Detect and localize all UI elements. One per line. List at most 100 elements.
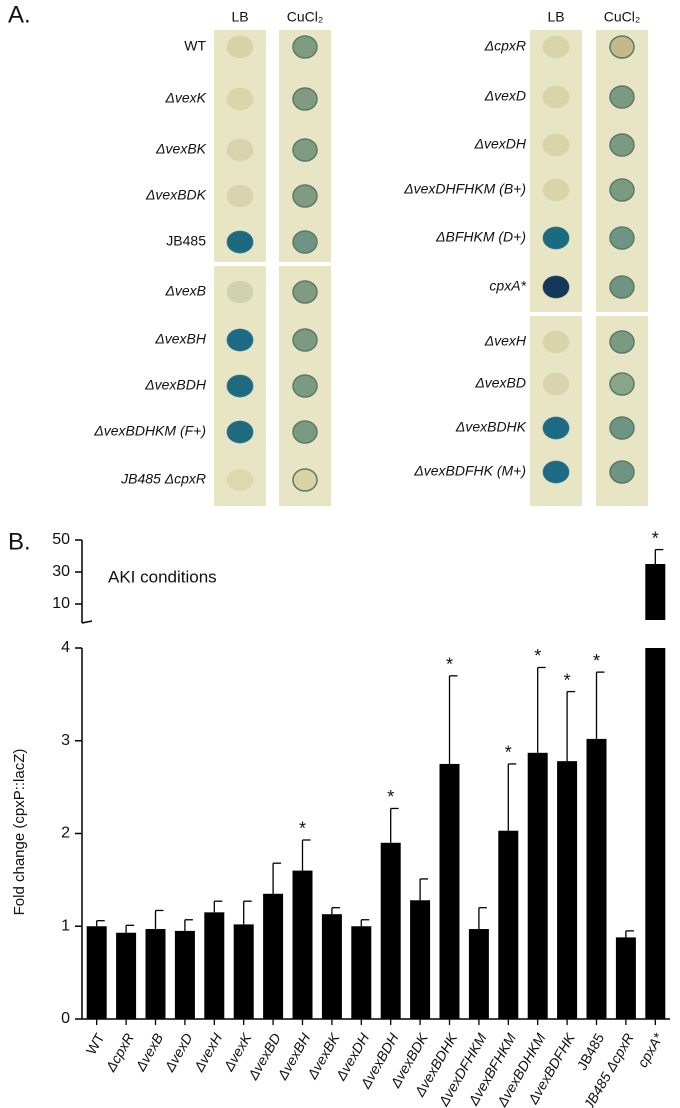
strain-label: ΔvexD [484,88,526,104]
bar [86,926,107,1019]
strain-label: ΔvexBDK [145,187,207,203]
strain-label: ΔvexH [484,333,527,349]
annotation: AKI conditions [108,567,217,586]
x-tick-label: cpxA* [634,1030,666,1070]
x-tick-label: ΔvexD [161,1030,196,1075]
colony [542,416,570,440]
colony [542,460,570,484]
colony [609,226,635,250]
colony [542,178,570,202]
colony [292,328,318,352]
strain-label: ΔvexK [164,90,206,106]
bar [145,929,166,1019]
strain-label: ΔvexDH [474,136,527,152]
strain-label: ΔvexDHFHKM (B+) [403,181,526,197]
y-tick-label: 30 [52,563,70,580]
colony [609,372,635,396]
colony [542,226,570,250]
bar [557,761,578,1019]
strain-label: ΔvexBDFHK (M+) [413,463,526,479]
bar [527,752,548,1019]
y-tick-label: 0 [61,1010,70,1027]
bar [586,738,607,1019]
strain-label: JB485 ΔcpxR [120,471,206,487]
strain-label: ΔvexBDHKM (F+) [93,423,206,439]
colony [542,372,570,396]
strain-label: ΔvexBDHK [455,419,527,435]
x-tick-label: ΔcpxR [102,1030,137,1075]
bar [233,924,254,1019]
strain-label: ΔvexBK [155,141,207,157]
bar [204,912,225,1019]
significance: * [505,743,512,763]
colony [609,460,635,484]
colony [609,133,635,157]
colony [292,420,318,444]
bar [292,870,313,1019]
x-tick-label: ΔvexH [190,1030,225,1075]
bar [116,932,137,1019]
strain-label: ΔvexB [164,283,206,299]
significance: * [534,646,541,666]
bar [439,763,460,1019]
y-tick-label: 1 [61,917,70,934]
colony [292,138,318,162]
bar [174,930,195,1019]
column-header: LB [547,9,564,25]
strain-label: WT [184,38,206,54]
bar [615,937,636,1019]
y-tick-label: 50 [52,531,70,548]
y-axis-label: Fold change (cpxP::lacZ) [11,749,28,916]
column-header: CuCl₂ [604,9,641,25]
strain-label: ΔvexBDH [144,377,207,393]
colony [226,230,254,254]
x-tick-label: ΔvexB [132,1030,167,1074]
colony [226,328,254,352]
column-header: CuCl₂ [287,9,324,25]
colony [609,330,635,354]
colony [542,275,570,299]
colony [226,138,254,162]
colony [292,184,318,208]
bar [380,842,401,1019]
colony [226,87,254,111]
significance: * [299,819,306,839]
colony [292,230,318,254]
x-tick-label: WT [83,1030,108,1057]
bar [468,929,489,1019]
strain-label: ΔvexBH [154,331,207,347]
bar [498,830,519,1019]
colony [292,374,318,398]
bar [410,900,431,1019]
colony [609,35,635,59]
plate [596,30,648,312]
strain-label: cpxA* [489,278,526,294]
colony [609,85,635,109]
colony [292,87,318,111]
colony [226,280,254,304]
panel-label: B. [8,528,31,555]
panel-label: A. [8,1,31,28]
y-tick-label: 4 [61,639,70,656]
plate [530,30,582,312]
colony [542,35,570,59]
axis-break [81,620,93,624]
significance: * [652,528,659,548]
colony [542,330,570,354]
strain-label: ΔcpxR [484,38,526,54]
colony [609,416,635,440]
colony [292,468,318,492]
colony [226,420,254,444]
colony [542,133,570,157]
significance: * [593,651,600,671]
strain-label: JB485 [166,233,206,249]
colony [226,374,254,398]
colony [542,85,570,109]
bar [321,914,342,1019]
significance: * [446,655,453,675]
strain-label: ΔvexBD [474,375,526,391]
y-tick-label: 2 [61,825,70,842]
significance: * [387,787,394,807]
bar [263,893,284,1019]
